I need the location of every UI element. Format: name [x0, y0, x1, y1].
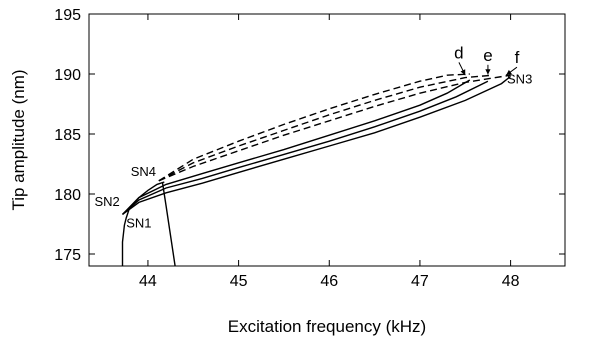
y-tick-label: 195 [54, 7, 81, 24]
annotation-label: SN4 [131, 164, 156, 179]
y-tick-label: 180 [54, 187, 81, 204]
y-tick-label: 175 [54, 247, 81, 264]
x-tick-label: 47 [411, 273, 429, 290]
series-layer [121, 73, 512, 267]
annotation-layer: SN1 SN2 SN3 SN4 d e f [94, 43, 532, 230]
annotation-arrowhead [460, 69, 466, 76]
annotation-label: SN2 [94, 194, 119, 209]
x-tick-label: 45 [230, 273, 248, 290]
annotation-label: f [515, 48, 520, 67]
y-tick-label: 185 [54, 127, 81, 144]
y-axis-label: Tip amplitude (nm) [9, 69, 28, 210]
y-tick-label: 190 [54, 67, 81, 84]
plot-area: 44 45 46 47 48 175 180 185 190 195 SN1 SN2 SN3 SN4 d e… [54, 7, 566, 290]
x-axis-label: Excitation frequency (kHz) [228, 317, 426, 336]
dashed-branch [158, 74, 493, 182]
solid-branch [122, 75, 512, 215]
x-tick-label: 46 [320, 273, 338, 290]
axes-frame [88, 13, 566, 267]
solid-branch [122, 80, 489, 215]
solid-branch [121, 79, 471, 215]
dashed-branch [158, 73, 470, 182]
solid-branch [121, 181, 165, 266]
annotation-label: SN1 [126, 216, 151, 231]
x-tick-label: 44 [139, 273, 157, 290]
annotation-label: e [483, 46, 492, 65]
annotation-label: SN3 [507, 72, 532, 87]
axis-ticks: 44 45 46 47 48 175 180 185 190 195 [54, 7, 565, 290]
annotation-arrowhead [485, 69, 491, 75]
annotation-arrowhead [506, 69, 512, 76]
annotation-label: d [454, 43, 463, 62]
dashed-branch [158, 74, 511, 182]
x-tick-label: 48 [502, 273, 520, 290]
solid-branch [161, 181, 176, 267]
